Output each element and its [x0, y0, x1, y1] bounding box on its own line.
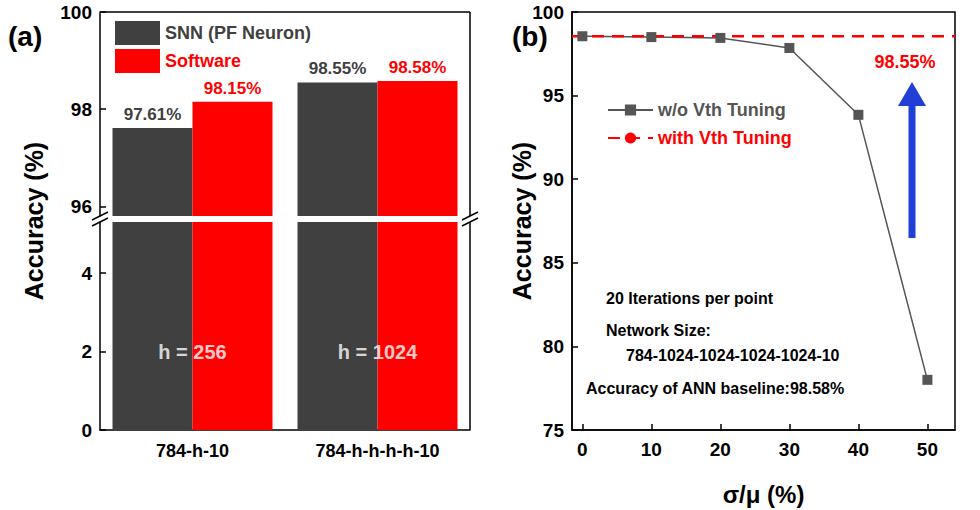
svg-text:(b): (b): [512, 21, 548, 52]
svg-text:96: 96: [71, 196, 92, 217]
svg-text:90: 90: [543, 169, 564, 190]
svg-text:Software: Software: [165, 51, 241, 71]
svg-text:(a): (a): [8, 21, 42, 52]
svg-text:97.61%: 97.61%: [124, 105, 182, 124]
svg-text:98.55%: 98.55%: [309, 59, 367, 78]
svg-text:20 Iterations per point: 20 Iterations per point: [606, 290, 774, 307]
svg-text:2: 2: [81, 341, 92, 362]
svg-text:95: 95: [543, 85, 565, 106]
svg-text:50: 50: [917, 439, 938, 460]
svg-text:98.15%: 98.15%: [204, 79, 262, 98]
svg-text:4: 4: [81, 263, 92, 284]
svg-text:784-h-10: 784-h-10: [156, 441, 229, 461]
svg-text:Accuracy (%): Accuracy (%): [508, 142, 536, 300]
svg-text:h = 1024: h = 1024: [338, 341, 418, 363]
svg-text:SNN (PF Neuron): SNN (PF Neuron): [165, 23, 311, 43]
svg-text:h = 256: h = 256: [158, 341, 226, 363]
svg-text:σ/μ (%): σ/μ (%): [723, 481, 805, 508]
svg-text:75: 75: [543, 420, 565, 441]
svg-text:98.58%: 98.58%: [389, 58, 447, 77]
svg-text:85: 85: [543, 252, 565, 273]
svg-text:10: 10: [641, 439, 662, 460]
svg-text:98: 98: [71, 99, 92, 120]
svg-text:20: 20: [710, 439, 731, 460]
svg-text:0: 0: [81, 420, 92, 441]
svg-text:Network Size:: Network Size:: [606, 322, 711, 339]
svg-text:Accuracy of ANN baseline:98.58: Accuracy of ANN baseline:98.58%: [586, 380, 844, 397]
svg-text:80: 80: [543, 336, 564, 357]
svg-text:with Vth Tuning: with Vth Tuning: [657, 128, 792, 148]
svg-text:98.55%: 98.55%: [874, 52, 935, 72]
svg-text:40: 40: [848, 439, 869, 460]
svg-text:784-1024-1024-1024-1024-10: 784-1024-1024-1024-1024-10: [626, 347, 840, 364]
svg-text:0: 0: [577, 439, 588, 460]
svg-text:30: 30: [779, 439, 800, 460]
svg-text:784-h-h-h-h-10: 784-h-h-h-h-10: [315, 441, 439, 461]
svg-text:w/o Vth Tuning: w/o Vth Tuning: [657, 100, 786, 120]
svg-text:100: 100: [60, 2, 92, 23]
svg-text:Accuracy (%): Accuracy (%): [20, 142, 48, 300]
svg-text:100: 100: [532, 2, 564, 23]
